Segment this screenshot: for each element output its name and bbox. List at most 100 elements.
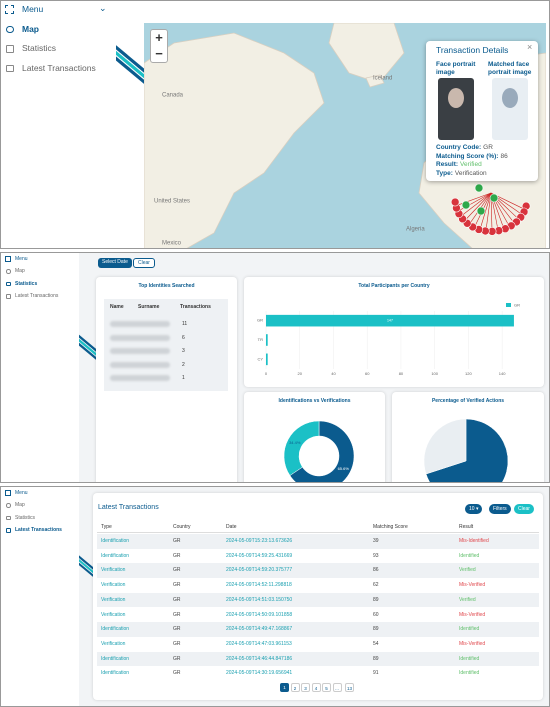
table-cell: Verification (101, 611, 126, 618)
menu-item-icon (6, 269, 11, 274)
table-cell: GR (173, 611, 181, 618)
menu-title[interactable]: Menu (15, 255, 28, 262)
menu-item[interactable]: Map (22, 23, 39, 34)
control-button[interactable]: 10 ▾ (465, 504, 483, 514)
page-button[interactable]: 2 (290, 683, 300, 692)
table-cell: 2024-05-09T14:46:44.847186 (226, 655, 293, 662)
menu-item-icon (6, 528, 11, 533)
table-cell: Identification (101, 626, 130, 633)
card: Percentage of Verified Actions (392, 392, 544, 482)
page-button[interactable]: 4 (311, 683, 321, 692)
portrait-image (438, 78, 474, 140)
table-cell: Identified (459, 670, 480, 677)
button[interactable]: Select Date (98, 258, 132, 268)
field-label: Country Code: (436, 144, 482, 151)
land (328, 23, 405, 84)
table-cell: GR (173, 567, 181, 574)
table-row: Verification GR 2024-05-09T14:50:09.101858… (97, 607, 539, 623)
table-cell: Identification (101, 538, 130, 544)
page-button[interactable]: ... (332, 683, 342, 692)
table-cell: 2024-05-09T14:49:47.168867 (226, 626, 293, 633)
menu-item[interactable]: Map (15, 268, 25, 274)
menu-item[interactable]: Latest Transactions (22, 62, 96, 73)
map-label: United States (154, 199, 190, 205)
y-tick-label: GR (257, 318, 263, 323)
table-cell: GR (173, 655, 181, 662)
page-button[interactable]: 13 (345, 683, 355, 692)
table-header: Type Country Date Matching Score Result (97, 521, 539, 533)
menu-item-icon (6, 281, 11, 287)
menu-item[interactable]: Latest Transactions (15, 527, 62, 533)
table-cell: GR (173, 538, 181, 544)
y-tick-label: TR (258, 337, 263, 342)
y-tick-label: CY (257, 356, 263, 361)
table-cell: 60 (373, 611, 379, 618)
decor-stripe (111, 46, 153, 86)
table-row: Verification GR 2024-05-09T14:51:03.150750… (97, 592, 539, 608)
table-cell: Identified (459, 552, 480, 559)
pin-line (458, 192, 492, 218)
zoom-button[interactable]: − (155, 46, 163, 61)
graphic (111, 41, 153, 92)
map-label: Mexico (162, 241, 182, 247)
table-cell: Mis-Verified (459, 611, 486, 618)
menu-item-icon (6, 64, 14, 73)
table-cell: 89 (373, 596, 379, 603)
bar (266, 334, 268, 346)
column-header: Country (173, 524, 191, 530)
table-row: Identification GR 2024-05-09T14:46:44.8471… (97, 651, 539, 667)
table-cell: Identification (101, 655, 130, 662)
popup-close[interactable]: × (527, 42, 533, 52)
menu-title[interactable]: Menu (15, 489, 28, 496)
table-cell: 2024-05-09T14:30:19.656941 (226, 670, 293, 677)
slice-label: 65.6% (338, 466, 350, 471)
menu-title[interactable]: Menu (22, 4, 44, 15)
column-header: Name (110, 304, 124, 310)
bar (266, 353, 268, 366)
table-cell: Verification (101, 596, 126, 603)
graphic: GR 0 20 40 60 80 100 120 140 GR 147 TR CY (257, 303, 520, 377)
card-title: Percentage of Verified Actions (431, 398, 505, 404)
portrait-face (502, 88, 518, 108)
decor-stripe (111, 41, 153, 81)
page-button[interactable]: 1 (280, 683, 289, 692)
card-title: Latest Transactions (98, 504, 159, 511)
card: Top Identities Searched Name Surname Transa… (96, 277, 237, 482)
field-label: Result: (436, 161, 459, 168)
menu-item[interactable]: Statistics (22, 43, 57, 54)
menu-item[interactable]: Statistics (15, 514, 36, 521)
x-tick-label: 60 (365, 371, 370, 376)
menu-item[interactable]: Latest Transactions (15, 293, 59, 299)
table-cell: 54 (373, 640, 379, 647)
page-button[interactable]: 3 (301, 683, 310, 692)
blurred-name (110, 361, 170, 368)
menu-item-icon (6, 515, 11, 521)
field-value: Verified (460, 161, 482, 168)
zoom-button[interactable]: + (155, 30, 163, 45)
column-header: Date (226, 524, 237, 530)
table-row: Identification GR 2024-05-09T14:49:47.1688… (97, 622, 539, 637)
table-cell: 2024-05-09T14:59:20.375777 (226, 567, 293, 574)
menu-item[interactable]: Map (15, 502, 25, 508)
field-value: GR (483, 144, 493, 151)
table-cell: 86 (373, 567, 379, 574)
control-button[interactable]: Filters (489, 504, 511, 514)
menu-item[interactable]: Statistics (15, 280, 38, 287)
blurred-name (110, 375, 170, 381)
blurred-name (110, 348, 170, 354)
legend-swatch (506, 303, 511, 307)
slice (423, 418, 467, 475)
popup-field: Country Code: GR (436, 144, 493, 151)
map-pin (489, 193, 499, 203)
x-tick-label: 80 (399, 371, 404, 376)
control-button[interactable]: Clear (514, 504, 534, 514)
table-cell: Verification (101, 582, 126, 589)
button[interactable]: Clear (133, 258, 155, 268)
table-cell: 2024-05-09T14:52:11.298818 (226, 582, 292, 589)
page-button[interactable]: 5 (322, 683, 331, 692)
card: Latest Transactions 10 ▾ Filters Clear Type C… (93, 493, 543, 700)
sidebar: Menu Map Statistics Latest Transactions (1, 1, 116, 248)
slice (283, 420, 320, 476)
table-cell: Verification (101, 640, 126, 647)
